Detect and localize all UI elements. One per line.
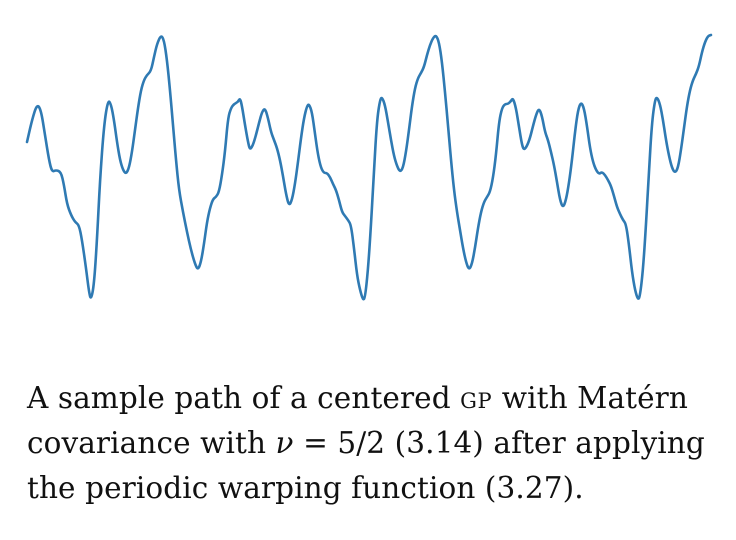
figure-caption: A sample path of a centered GP with Maté… — [27, 376, 717, 511]
sample-path-line — [25, 33, 713, 301]
caption-text: = 5/2 (3.14) after applying — [293, 426, 705, 460]
caption-text: A sample path of a centered — [27, 381, 461, 415]
sample-path-figure — [25, 33, 713, 301]
caption-text: covariance with — [27, 426, 276, 460]
caption-text: with Matérn — [492, 381, 688, 415]
caption-gp-abbrev: GP — [460, 381, 493, 415]
caption-text: the periodic warping function (3.27). — [27, 471, 584, 505]
caption-nu-symbol: ν — [275, 426, 294, 460]
